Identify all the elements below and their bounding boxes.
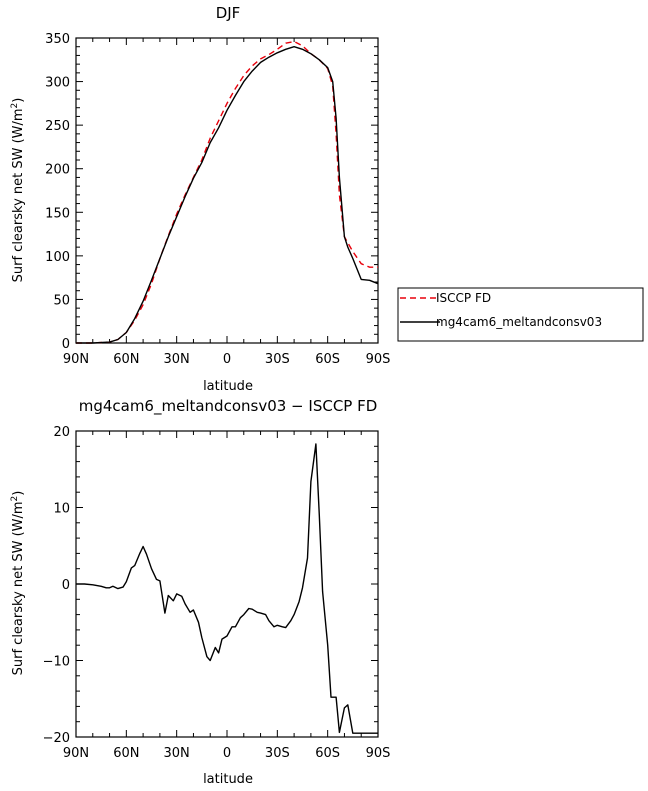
legend-label-model: mg4cam6_meltandconsv03 [436,315,602,329]
y-axis-label-main: Surf clearsky net SW (W/m [11,501,26,675]
y-tick-label: 0 [62,337,70,352]
chart-title-diff: mg4cam6_meltandconsv03 − ISCCP FD [79,397,378,416]
y-tick-label: 300 [45,76,70,91]
x-tick-label: 0 [223,746,231,761]
y-axis-label: Surf clearsky net SW (W/m2) [10,98,26,283]
y-tick-label: 200 [45,163,70,178]
x-tick-label: 90N [63,746,89,761]
y-axis-label-sup: 2 [10,103,20,109]
y-tick-label: 100 [45,250,70,265]
y-tick-label: 50 [53,293,70,308]
series-line-mg4cam6-meltandconsv03 [76,46,379,344]
plot-area: 90N 60N 30N 0 30S 60S 90S 0 50 100 150 200 250 300 350 [45,32,390,367]
plot-area: 90N 60N 30N 0 30S 60S 90S −20 −10 0 10 20 [43,425,391,761]
x-tick-label: 90N [63,352,89,367]
chart-bottom: mg4cam6_meltandconsv03 − ISCCP FD 90N 60N… [10,397,390,787]
y-tick-label: −20 [43,731,70,746]
y-tick-label: 0 [62,578,70,593]
legend-label-isccp: ISCCP FD [436,291,491,305]
y-tick-label: 150 [45,206,70,221]
y-tick-label: −10 [43,655,70,670]
chart-top: DJF 90N 60N 30N 0 30S 60S 90S 0 50 100 150 200 250 30… [10,4,644,394]
x-tick-label: 0 [223,352,231,367]
y-axis-label-end: ) [11,98,26,103]
x-tick-label: 30S [265,746,290,761]
x-tick-label: 30N [164,352,190,367]
y-tick-label: 20 [53,425,70,440]
series-line-isccp-fd [76,40,378,344]
x-tick-label: 60N [113,746,139,761]
y-tick-label: 250 [45,119,70,134]
y-tick-label: 350 [45,32,70,47]
x-tick-label: 90S [366,352,391,367]
plot-frame [75,430,379,738]
y-axis-label-end: ) [11,491,26,496]
x-axis-label: latitude [203,379,253,394]
x-axis-label: latitude [203,772,253,787]
x-tick-label: 90S [366,746,391,761]
y-axis-label-main: Surf clearsky net SW (W/m [11,108,26,282]
x-tick-label: 60S [315,352,340,367]
x-tick-label: 60S [315,746,340,761]
x-tick-label: 30S [265,352,290,367]
series-line-0 [76,443,378,734]
legend-box [397,287,644,342]
x-tick-label: 30N [164,746,190,761]
x-tick-label: 60N [113,352,139,367]
legend: ISCCP FD mg4cam6_meltandconsv03 [397,287,644,342]
chart-title: DJF [216,4,241,22]
y-tick-label: 10 [53,502,70,517]
y-axis-label-sup: 2 [10,496,20,502]
y-axis-label: Surf clearsky net SW (W/m2) [10,491,26,676]
